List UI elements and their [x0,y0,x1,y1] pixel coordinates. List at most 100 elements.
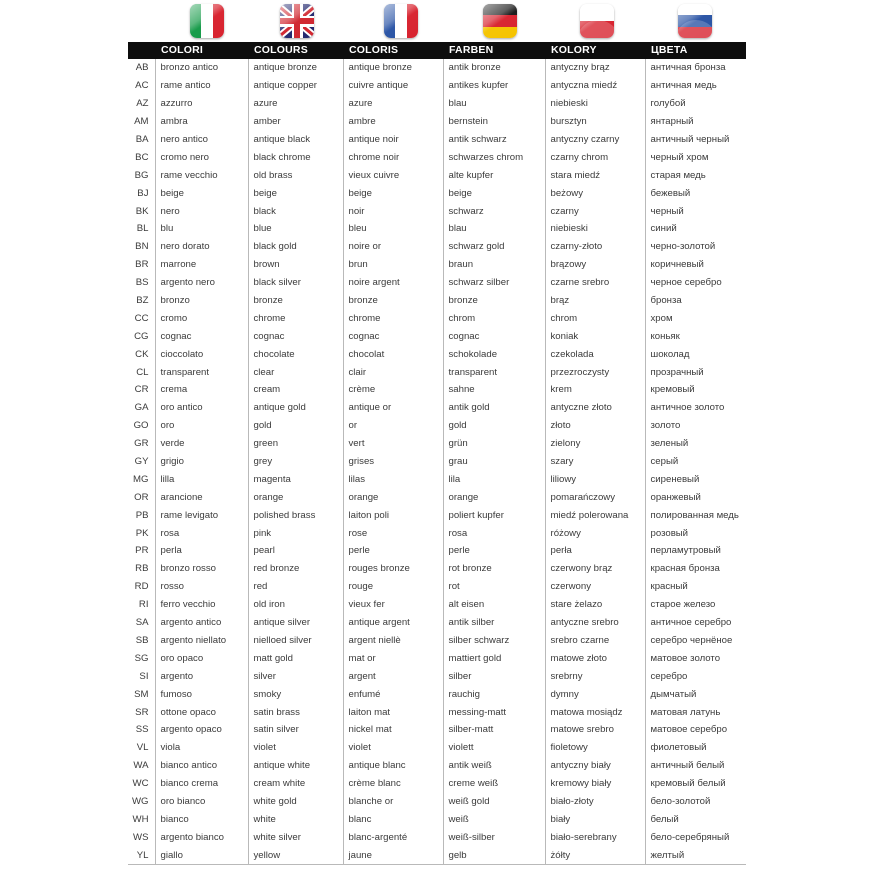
color-name-cell: beżowy [544,184,645,203]
color-name-cell: bronzo antico [154,59,248,77]
color-name-cell: antyczne złoto [544,398,645,417]
color-code-cell: GO [133,420,149,432]
color-name-cell: stare żelazo [544,595,645,614]
color-name-cell: oro [154,416,248,435]
color-name-cell: silber-matt [442,720,545,739]
color-name-cell: crema [154,381,248,399]
color-name-cell: perla [154,542,248,560]
color-name-cell: rouges bronze [342,559,443,578]
color-name-cell: bronze [247,291,343,310]
color-name-cell: old brass [247,166,343,185]
color-name-cell: laiton poli [342,506,443,525]
color-name-cell: rame levigato [154,506,248,525]
color-code-cell: SB [135,634,149,646]
color-name-cell: white gold [247,792,343,811]
color-name-cell: черный [644,202,746,221]
color-name-cell: cream [247,381,343,399]
color-name-cell: cognac [154,327,248,346]
color-name-cell: rosa [154,524,248,543]
color-name-cell: perle [442,542,545,560]
table-row: GO oro gold or gold złoto золото [128,416,746,435]
color-name-cell: stara miedź [544,166,645,185]
color-name-cell: antikes kupfer [442,76,545,95]
color-name-cell: oro bianco [154,792,248,811]
color-name-cell: blanche or [342,792,443,811]
color-name-cell: кремовый [644,381,746,399]
color-name-cell: azure [247,94,343,113]
color-code-cell: BR [135,259,149,271]
column-header-colours: COLOURS [254,44,308,56]
color-name-cell: black [247,202,343,221]
color-name-cell: antique blanc [342,756,443,775]
color-name-cell: rosso [154,577,248,596]
table-row: OR arancione orange orange orange pomarańczow… [128,488,746,507]
color-code-cell: AM [134,116,149,128]
color-code-cell: SA [135,617,149,629]
color-code-cell: RD [134,581,149,593]
color-name-cell: viola [154,738,248,757]
color-name-cell: fioletowy [544,738,645,757]
color-name-cell: chrome [247,309,343,328]
color-name-cell: дымчатый [644,685,746,704]
color-name-cell: кремовый белый [644,774,746,793]
color-name-cell: сиреневый [644,470,746,489]
color-name-cell: античная бронза [644,59,746,77]
color-name-cell: antique copper [247,76,343,95]
table-row: BA nero antico antique black antique noir an… [128,130,746,149]
flag-strip [128,0,746,42]
color-name-cell: ambra [154,112,248,131]
italy-flag [190,4,224,38]
color-name-cell: chrom [544,309,645,328]
color-name-cell: lilla [154,470,248,489]
color-name-cell: cognac [247,327,343,346]
color-name-cell: noire or [342,237,443,256]
color-name-cell: czerwony [544,577,645,596]
table-row: CG cognac cognac cognac cognac koniak коньяк [128,327,746,346]
color-name-cell: schwarzes chrom [442,148,545,167]
table-row: GR verde green vert grün zielony зеленый [128,434,746,453]
color-name-cell: желтый [644,846,746,866]
color-name-cell: rot [442,577,545,596]
color-name-cell: серебро чернёное [644,631,746,650]
color-name-cell: antyczny brąz [544,59,645,77]
color-name-cell: зеленый [644,434,746,453]
color-name-cell: or [342,416,443,435]
poland-flag [580,4,614,38]
column-header-colori: COLORI [161,44,204,56]
color-name-cell: mat or [342,649,443,668]
color-name-cell: antique argent [342,613,443,632]
color-code-cell: SG [134,652,149,664]
color-code-cell: CG [134,330,149,342]
color-table-wrapper: AB bronzo antico antique bronze antique bro… [128,59,746,866]
color-name-cell: orange [342,488,443,507]
color-name-cell: rame vecchio [154,166,248,185]
table-row: GY grigio grey grises grau szary серый [128,452,746,471]
table-row: SI argento silver argent silber srebrny серебр… [128,667,746,686]
color-name-cell: transparent [154,363,248,382]
table-row: WH bianco white blanc weiß biały белый [128,810,746,829]
color-name-cell: blau [442,220,545,238]
color-name-cell: niebieski [544,220,645,238]
color-code-cell: PB [135,509,149,521]
color-name-cell: matt gold [247,649,343,668]
color-code-cell: MG [133,473,149,485]
color-name-cell: antique silver [247,613,343,632]
color-code-cell: GR [134,438,149,450]
color-name-cell: bronze [342,291,443,310]
color-name-cell: srebro czarne [544,631,645,650]
color-code-cell: CK [135,348,149,360]
color-name-cell: czerwony brąz [544,559,645,578]
color-name-cell: бежевый [644,184,746,203]
color-name-cell: grises [342,452,443,471]
column-header-цвета: ЦВЕТА [651,44,688,56]
color-code-cell: PR [135,545,149,557]
color-code-cell: BL [136,223,149,235]
color-name-cell: silber [442,667,545,686]
color-name-cell: vieux fer [342,595,443,614]
color-name-cell: white silver [247,828,343,847]
color-name-cell: czekolada [544,345,645,364]
color-name-cell: vieux cuivre [342,166,443,185]
color-name-cell: azure [342,94,443,113]
color-name-cell: bleu [342,220,443,238]
color-name-cell: satin silver [247,720,343,739]
